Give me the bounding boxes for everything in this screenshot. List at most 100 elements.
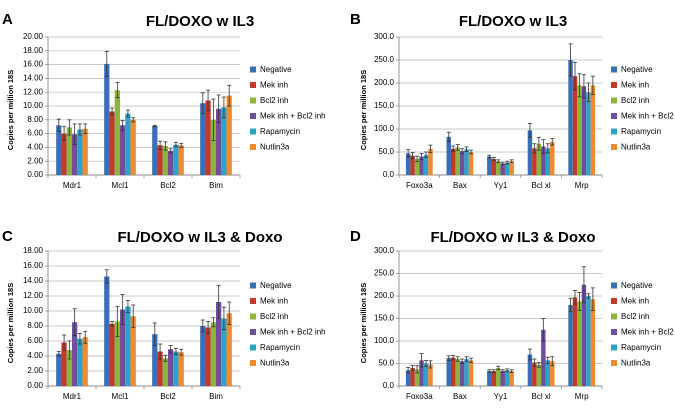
bar xyxy=(423,363,429,386)
bar xyxy=(491,371,497,386)
y-tick-label: 10.00 xyxy=(23,101,44,110)
bar xyxy=(125,113,131,175)
bar xyxy=(590,85,596,175)
bar xyxy=(130,316,136,386)
x-tick-label: Mrp xyxy=(575,392,589,401)
chart-panel-B: B FL/DOXO w IL3 Copies per million 18S 0.0 5… xyxy=(350,11,675,190)
x-tick-label: Bcl2 xyxy=(160,392,176,401)
legend-label: Nutlin3a xyxy=(260,359,290,368)
legend-swatch xyxy=(250,360,256,366)
legend-label: Negative xyxy=(621,281,653,290)
bar xyxy=(590,299,596,386)
y-tick-label: 150.0 xyxy=(374,314,395,323)
legend-label: Bcl2 inh xyxy=(621,96,649,105)
bar xyxy=(455,359,460,386)
bar xyxy=(109,111,115,175)
x-tick-label: Bcl2 xyxy=(160,181,176,190)
bar xyxy=(56,125,62,175)
legend-swatch xyxy=(611,313,617,320)
legend-label: Mek inh + Bcl2 inh xyxy=(260,328,326,337)
bar xyxy=(226,313,232,386)
bar xyxy=(577,85,582,175)
bar xyxy=(527,130,533,175)
y-tick-label: 2.00 xyxy=(27,366,43,375)
bar xyxy=(61,342,67,386)
legend-label: Rapamycin xyxy=(260,343,300,352)
bar xyxy=(210,119,216,175)
bar xyxy=(152,126,158,175)
bar xyxy=(586,296,591,386)
y-tick-label: 8.00 xyxy=(27,115,43,124)
y-tick-label: 4.00 xyxy=(27,351,43,360)
bar xyxy=(464,359,469,386)
legend-swatch xyxy=(250,313,256,320)
bar xyxy=(487,156,492,175)
legend-swatch xyxy=(611,82,617,88)
x-tick-label: Bim xyxy=(209,181,223,190)
bar xyxy=(450,148,456,175)
y-tick-label: 2.00 xyxy=(27,156,43,165)
bar xyxy=(504,162,510,175)
legend-label: Mek inh + Bcl2 inh xyxy=(260,112,326,121)
bar xyxy=(157,145,163,175)
legend-swatch xyxy=(611,344,617,351)
y-tick-label: 6.00 xyxy=(27,129,43,138)
y-axis-label: Copies per million 18S xyxy=(6,70,15,150)
bar xyxy=(446,136,451,175)
bar xyxy=(509,161,514,175)
bar xyxy=(491,158,497,175)
x-tick-label: Bcl xl xyxy=(532,392,551,401)
legend-label: Mek inh xyxy=(260,297,288,306)
bar xyxy=(405,153,411,175)
chart-title: FL/DOXO w IL3 xyxy=(459,13,567,30)
legend-label: Mek inh + Bcl2 inh xyxy=(621,328,675,337)
bar xyxy=(568,305,573,386)
legend-swatch xyxy=(250,344,256,351)
chart-panel-D: D FL/DOXO w IL3 & Doxo Copies per million … xyxy=(350,228,675,401)
y-tick-label: 50.0 xyxy=(378,359,394,368)
bar xyxy=(77,338,83,386)
x-tick-label: Mdr1 xyxy=(63,181,82,190)
x-tick-label: Mcl1 xyxy=(112,392,129,401)
legend-swatch xyxy=(611,66,617,73)
bar xyxy=(577,301,582,386)
bar xyxy=(414,369,420,386)
bar xyxy=(405,370,411,386)
legend-swatch xyxy=(250,82,256,88)
y-tick-label: 100.0 xyxy=(374,124,395,133)
y-tick-label: 300.0 xyxy=(374,246,395,255)
y-tick-label: 18.00 xyxy=(23,246,44,255)
y-tick-label: 8.00 xyxy=(27,321,43,330)
x-tick-label: Foxo3a xyxy=(406,392,433,401)
legend-label: Mek inh xyxy=(621,297,649,306)
y-tick-label: 20.00 xyxy=(23,32,44,41)
x-tick-label: Bax xyxy=(453,181,467,190)
legend-swatch xyxy=(611,329,617,335)
bar xyxy=(532,362,537,386)
bar xyxy=(500,163,505,175)
legend-label: Bcl2 inh xyxy=(260,96,288,105)
legend-label: Nutlin3a xyxy=(621,143,651,152)
bar xyxy=(216,302,222,386)
y-tick-label: 14.00 xyxy=(23,276,44,285)
legend-label: Mek inh xyxy=(621,81,649,90)
y-tick-label: 14.00 xyxy=(23,74,44,83)
y-tick-label: 18.00 xyxy=(23,46,44,55)
bar xyxy=(200,103,206,175)
bar xyxy=(109,323,115,386)
legend-swatch xyxy=(611,282,617,289)
bar xyxy=(152,334,158,386)
y-tick-label: 0.00 xyxy=(27,170,43,179)
legend-label: Bcl2 inh xyxy=(621,312,649,321)
chart-title: FL/DOXO w IL3 xyxy=(146,13,254,30)
y-axis-label: Copies per million 18S xyxy=(359,283,368,363)
x-tick-label: Bax xyxy=(453,392,467,401)
bar xyxy=(205,327,211,386)
legend-label: Nutlin3a xyxy=(260,143,290,152)
legend-swatch xyxy=(611,360,617,366)
bar xyxy=(419,360,424,386)
bar xyxy=(82,337,88,386)
bar xyxy=(410,368,415,386)
legend-swatch xyxy=(250,113,256,119)
chart-panel-A: A FL/DOXO w IL3 Copies per million 18S 0.00… xyxy=(2,11,326,190)
